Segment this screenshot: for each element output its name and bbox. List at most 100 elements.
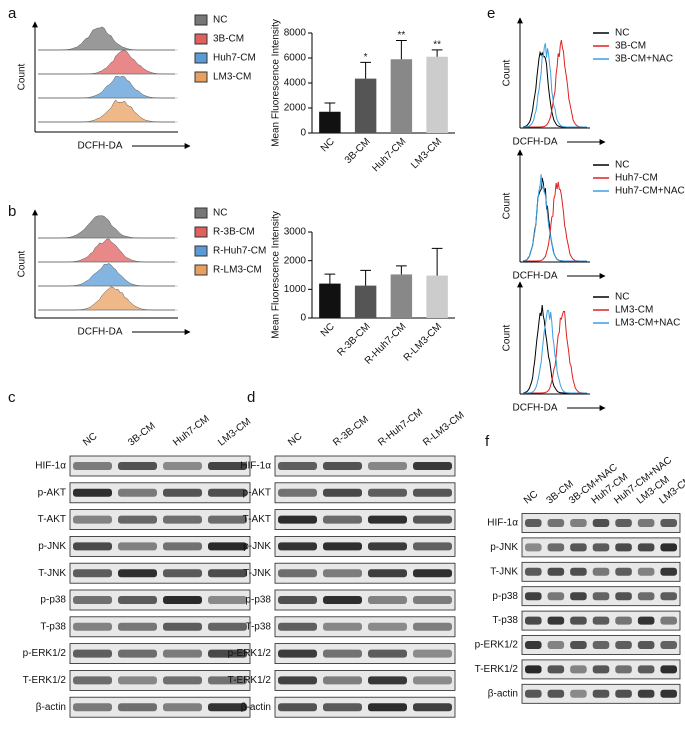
x-axis-title: DCFH-DA <box>513 137 558 148</box>
blot-band <box>163 703 202 712</box>
legend-label: R-LM3-CM <box>213 265 262 276</box>
legend-label: 3B-CM <box>213 34 244 45</box>
bar <box>426 56 448 133</box>
blot-band <box>637 567 655 576</box>
blot-frame <box>274 536 456 557</box>
blot-band <box>660 689 677 698</box>
blot-band <box>592 641 610 649</box>
blot-band <box>323 488 362 497</box>
row-label: HIF-1α <box>240 461 271 472</box>
histogram-curve <box>522 305 587 394</box>
legend-swatch <box>194 264 208 276</box>
histogram-curve <box>523 181 587 262</box>
x-tick-label: R-3B-CM <box>335 321 372 358</box>
legend-label: NC <box>615 160 629 171</box>
row-label: T-JNK <box>490 566 518 577</box>
blot-band <box>570 616 587 625</box>
blot-band <box>163 596 202 604</box>
blot-band <box>413 649 452 658</box>
blot-band <box>368 649 407 658</box>
blot-band <box>615 616 632 625</box>
row-label: β-actin <box>488 688 518 699</box>
row-label: p-p38 <box>492 591 518 602</box>
legend-label: Huh7-CM <box>615 173 658 184</box>
blot-band <box>323 703 362 712</box>
blot-band <box>637 592 655 601</box>
legend-label: R-3B-CM <box>213 227 255 238</box>
blot-band <box>570 592 587 601</box>
x-tick-label: NC <box>319 136 337 154</box>
legend-swatch <box>194 207 208 219</box>
blot-frame <box>69 482 251 504</box>
error-bar <box>396 40 407 60</box>
legend-label: NC <box>213 208 227 219</box>
blot-frame <box>274 670 456 691</box>
x-axis-title: DCFH-DA <box>78 141 123 152</box>
blot-band <box>592 689 610 698</box>
legend-label: LM3-CM <box>615 305 653 316</box>
blot-band <box>118 649 157 658</box>
y-axis-title: Count <box>502 192 513 219</box>
row-label: T-p38 <box>492 615 518 626</box>
blot-band <box>525 543 542 552</box>
blot-band <box>368 462 407 470</box>
legend-label: 3B-CM <box>615 41 646 52</box>
blot-frame <box>274 482 456 504</box>
blot-band <box>615 689 632 698</box>
blot-band <box>163 676 202 685</box>
blot-band <box>208 488 247 497</box>
blot-band <box>592 543 610 552</box>
blot-band <box>208 462 247 470</box>
histogram-curve <box>38 26 175 51</box>
blot-band <box>637 543 655 552</box>
row-label: T-ERK1/2 <box>475 664 519 675</box>
y-axis-title: Mean Fluorescence Intensity <box>271 19 282 147</box>
blot-band <box>660 641 677 649</box>
bar <box>354 78 377 133</box>
row-label: p-AKT <box>38 487 66 498</box>
blot-band <box>615 665 632 674</box>
panel-label: c <box>8 389 16 406</box>
blot-band <box>660 567 677 576</box>
error-bar <box>431 49 443 57</box>
row-label: p-JNK <box>38 541 66 552</box>
y-axis-title: Mean Fluorescence Intensity <box>271 211 282 339</box>
blot-band <box>73 649 112 658</box>
blot-band <box>592 616 610 625</box>
blot-band <box>637 689 655 698</box>
blot-band <box>368 569 407 578</box>
blot-band <box>525 592 542 601</box>
blot-band <box>208 676 247 685</box>
row-label: T-p38 <box>245 621 271 632</box>
blot-band <box>323 622 362 631</box>
histogram-curve <box>38 75 175 99</box>
bar <box>319 283 341 318</box>
legend-label: Huh7-CM+NAC <box>615 186 685 197</box>
bar <box>426 275 448 318</box>
row-label: T-ERK1/2 <box>228 675 272 686</box>
panel-label: b <box>8 203 16 220</box>
blot-band <box>73 488 112 497</box>
histogram-curve <box>38 286 175 311</box>
legend-label: NC <box>213 15 227 26</box>
blot-band <box>570 665 587 674</box>
blot-band <box>615 519 632 527</box>
blot-band <box>323 515 362 524</box>
blot-band <box>660 665 677 674</box>
blot-band <box>163 649 202 658</box>
blot-band <box>547 567 565 576</box>
panel-label: f <box>485 433 490 450</box>
legend-label: LM3-CM+NAC <box>615 318 680 329</box>
blot-band <box>323 596 362 604</box>
blot-band <box>208 703 247 712</box>
legend-label: R-Huh7-CM <box>213 246 266 257</box>
blot-band <box>637 616 655 625</box>
blot-band <box>208 649 247 658</box>
blot-band <box>323 676 362 685</box>
error-bar <box>396 265 407 275</box>
x-axis-title: DCFH-DA <box>513 403 558 414</box>
blot-band <box>278 676 317 685</box>
blot-band <box>368 488 407 497</box>
blot-band <box>547 592 565 601</box>
